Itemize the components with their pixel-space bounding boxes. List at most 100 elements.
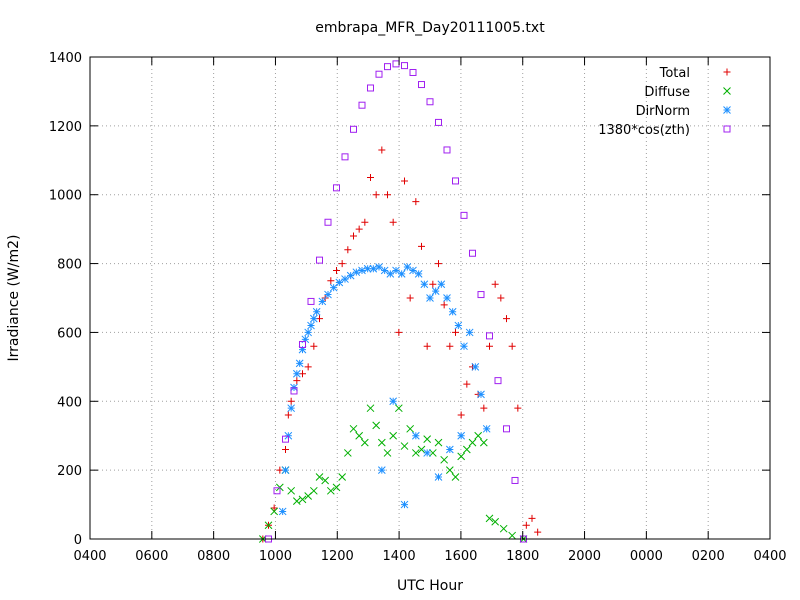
point-total [522,521,530,529]
point-dirnorm [465,328,474,337]
point-diffuse [400,442,409,450]
point-total [361,218,369,226]
point-dirnorm [369,264,378,273]
point-total [486,342,493,350]
point-dirnorm [414,270,423,278]
point-diffuse [462,445,471,454]
point-total [491,280,499,288]
point-total [378,146,386,154]
point-diffuse [394,404,403,413]
point-diffuse [377,438,386,447]
series-total [259,146,542,543]
point-1380-cos-zth [358,101,366,109]
x-axis-label: UTC Hour [397,578,463,594]
point-total [384,191,391,199]
point-diffuse [474,431,483,440]
y-tick-label: 1400 [49,51,82,66]
point-diffuse [292,497,301,505]
point-dirnorm [445,445,454,454]
point-1380-cos-zth [511,476,519,484]
point-dirnorm [312,307,321,316]
x-tick-label: 0600 [135,549,168,564]
point-diffuse [372,421,381,430]
point-total [350,232,357,240]
y-tick-label: 200 [57,464,82,479]
point-dirnorm [454,321,463,330]
legend-label: Diffuse [644,85,690,100]
point-total [418,242,425,250]
point-total [446,342,454,350]
legend-marker [723,87,731,95]
point-dirnorm [400,500,409,509]
point-diffuse [491,517,500,526]
y-tick-label: 400 [57,395,82,410]
point-diffuse [355,431,364,440]
chart-title: embrapa_MFR_Day20111005.txt [315,20,545,36]
point-total [423,342,431,350]
point-diffuse [479,438,488,447]
legend-entry: Total [659,66,731,81]
point-total [508,342,516,350]
point-1380-cos-zth [290,387,298,395]
point-dirnorm [307,321,315,330]
point-dirnorm [420,280,429,289]
y-tick-label: 1200 [49,120,82,135]
point-dirnorm [329,283,338,292]
point-dirnorm [431,287,440,295]
point-diffuse [485,514,494,523]
point-dirnorm [301,335,310,344]
point-diffuse [389,431,398,440]
point-total [367,174,374,181]
point-1380-cos-zth [460,211,468,219]
point-total [503,315,510,323]
point-total [338,260,346,268]
point-1380-cos-zth [401,62,408,70]
point-1380-cos-zth [375,70,383,78]
point-dirnorm [318,297,327,306]
point-dirnorm [423,449,432,457]
point-diffuse [440,455,449,464]
legend-entry: Diffuse [644,85,731,100]
point-1380-cos-zth [316,256,323,264]
point-total [344,246,352,254]
point-1380-cos-zth [435,118,442,126]
point-dirnorm [460,342,468,351]
y-tick-label: 600 [57,326,82,341]
x-tick-label: 1200 [321,549,354,564]
point-dirnorm [409,266,417,275]
point-diffuse [417,445,426,454]
legend-entry: 1380*cos(zth) [598,123,731,138]
point-dirnorm [482,424,491,433]
point-total [293,377,301,385]
point-1380-cos-zth [341,153,349,161]
point-total [395,328,403,336]
point-diffuse [457,452,466,461]
point-dirnorm [411,431,420,440]
point-dirnorm [292,369,301,378]
point-total [452,328,459,336]
point-dirnorm [389,397,398,406]
point-dirnorm [304,328,313,337]
point-diffuse [411,449,420,457]
legend-label: 1380*cos(zth) [598,123,690,138]
point-dirnorm [386,270,395,278]
point-total [514,404,522,412]
point-diffuse [309,486,318,495]
point-dirnorm [443,294,451,302]
point-diffuse [349,424,358,433]
x-tick-label: 1600 [444,549,477,564]
x-tick-label: 1800 [506,549,539,564]
point-diffuse [315,473,324,481]
series-diffuse [258,404,528,543]
point-1380-cos-zth [469,249,476,257]
point-dirnorm [477,390,485,399]
point-1380-cos-zth [418,81,425,89]
point-dirnorm [392,266,400,275]
grid-layer [90,57,770,539]
x-tick-label: 0200 [692,549,725,564]
point-dirnorm [437,280,446,289]
point-diffuse [326,486,335,495]
point-dirnorm [434,473,443,481]
